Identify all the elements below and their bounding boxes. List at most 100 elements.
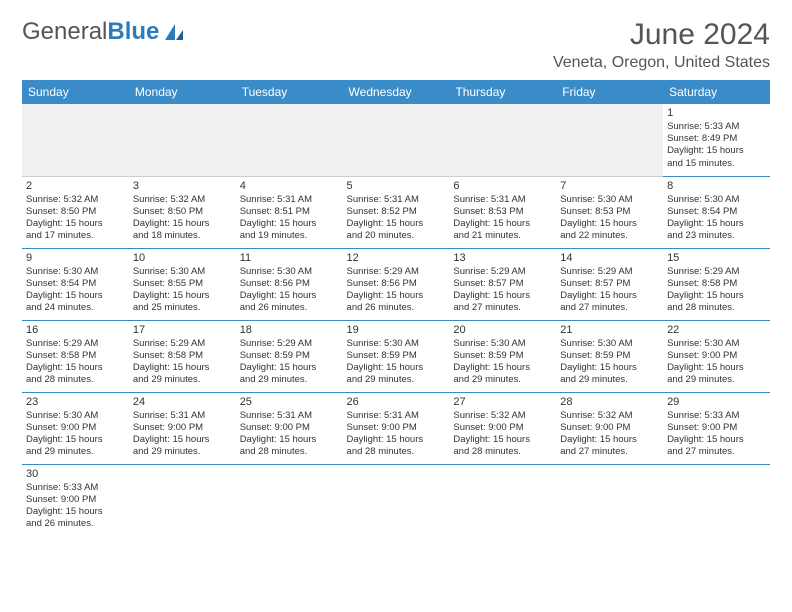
day-day1: Daylight: 15 hours xyxy=(240,290,339,302)
day-day1: Daylight: 15 hours xyxy=(133,362,232,374)
day-day1: Daylight: 15 hours xyxy=(667,145,766,157)
day-cell xyxy=(236,104,343,176)
day-day2: and 26 minutes. xyxy=(26,518,125,530)
day-cell xyxy=(129,104,236,176)
day-cell: 23Sunrise: 5:30 AMSunset: 9:00 PMDayligh… xyxy=(22,392,129,464)
day-sunrise: Sunrise: 5:31 AM xyxy=(240,410,339,422)
day-sunrise: Sunrise: 5:29 AM xyxy=(667,266,766,278)
day-day2: and 28 minutes. xyxy=(453,446,552,458)
day-day1: Daylight: 15 hours xyxy=(347,362,446,374)
day-number: 3 xyxy=(133,179,232,193)
day-sunrise: Sunrise: 5:32 AM xyxy=(133,194,232,206)
day-cell: 8Sunrise: 5:30 AMSunset: 8:54 PMDaylight… xyxy=(663,176,770,248)
day-day2: and 24 minutes. xyxy=(26,302,125,314)
day-number: 5 xyxy=(347,179,446,193)
day-cell: 2Sunrise: 5:32 AMSunset: 8:50 PMDaylight… xyxy=(22,176,129,248)
week-row: 9Sunrise: 5:30 AMSunset: 8:54 PMDaylight… xyxy=(22,248,770,320)
day-day2: and 23 minutes. xyxy=(667,230,766,242)
weekday-header: Sunday xyxy=(22,80,129,104)
day-cell: 15Sunrise: 5:29 AMSunset: 8:58 PMDayligh… xyxy=(663,248,770,320)
day-cell xyxy=(556,104,663,176)
day-day1: Daylight: 15 hours xyxy=(560,434,659,446)
day-day2: and 27 minutes. xyxy=(453,302,552,314)
day-day1: Daylight: 15 hours xyxy=(453,290,552,302)
day-day2: and 15 minutes. xyxy=(667,158,766,170)
day-day1: Daylight: 15 hours xyxy=(26,506,125,518)
day-number: 1 xyxy=(667,106,766,120)
weekday-header: Thursday xyxy=(449,80,556,104)
day-number: 22 xyxy=(667,323,766,337)
day-day2: and 19 minutes. xyxy=(240,230,339,242)
day-number: 19 xyxy=(347,323,446,337)
day-cell: 10Sunrise: 5:30 AMSunset: 8:55 PMDayligh… xyxy=(129,248,236,320)
day-number: 4 xyxy=(240,179,339,193)
day-day1: Daylight: 15 hours xyxy=(240,434,339,446)
day-cell xyxy=(449,104,556,176)
day-number: 14 xyxy=(560,251,659,265)
day-sunset: Sunset: 8:58 PM xyxy=(667,278,766,290)
day-day2: and 28 minutes. xyxy=(240,446,339,458)
day-cell: 19Sunrise: 5:30 AMSunset: 8:59 PMDayligh… xyxy=(343,320,450,392)
day-day1: Daylight: 15 hours xyxy=(453,434,552,446)
day-number: 25 xyxy=(240,395,339,409)
day-sunset: Sunset: 9:00 PM xyxy=(26,494,125,506)
day-day2: and 29 minutes. xyxy=(453,374,552,386)
day-cell xyxy=(449,464,556,536)
day-number: 10 xyxy=(133,251,232,265)
weekday-header-row: Sunday Monday Tuesday Wednesday Thursday… xyxy=(22,80,770,104)
day-day1: Daylight: 15 hours xyxy=(240,218,339,230)
day-sunset: Sunset: 8:51 PM xyxy=(240,206,339,218)
day-day1: Daylight: 15 hours xyxy=(26,218,125,230)
day-day2: and 20 minutes. xyxy=(347,230,446,242)
day-sunset: Sunset: 9:00 PM xyxy=(26,422,125,434)
day-day2: and 27 minutes. xyxy=(560,446,659,458)
day-number: 23 xyxy=(26,395,125,409)
day-day1: Daylight: 15 hours xyxy=(560,290,659,302)
day-day2: and 29 minutes. xyxy=(26,446,125,458)
day-number: 16 xyxy=(26,323,125,337)
day-day2: and 29 minutes. xyxy=(240,374,339,386)
week-row: 16Sunrise: 5:29 AMSunset: 8:58 PMDayligh… xyxy=(22,320,770,392)
day-day2: and 27 minutes. xyxy=(560,302,659,314)
day-sunrise: Sunrise: 5:30 AM xyxy=(667,338,766,350)
day-sunrise: Sunrise: 5:31 AM xyxy=(347,410,446,422)
day-sunrise: Sunrise: 5:30 AM xyxy=(240,266,339,278)
logo-sail-icon xyxy=(163,22,185,42)
weekday-header: Saturday xyxy=(663,80,770,104)
day-number: 17 xyxy=(133,323,232,337)
day-cell: 22Sunrise: 5:30 AMSunset: 9:00 PMDayligh… xyxy=(663,320,770,392)
day-day2: and 18 minutes. xyxy=(133,230,232,242)
week-row: 30Sunrise: 5:33 AMSunset: 9:00 PMDayligh… xyxy=(22,464,770,536)
day-sunset: Sunset: 9:00 PM xyxy=(667,422,766,434)
day-cell: 3Sunrise: 5:32 AMSunset: 8:50 PMDaylight… xyxy=(129,176,236,248)
logo-text-2: Blue xyxy=(107,18,159,46)
day-sunset: Sunset: 8:59 PM xyxy=(560,350,659,362)
day-day1: Daylight: 15 hours xyxy=(347,218,446,230)
day-sunrise: Sunrise: 5:29 AM xyxy=(347,266,446,278)
day-sunrise: Sunrise: 5:29 AM xyxy=(133,338,232,350)
day-cell: 30Sunrise: 5:33 AMSunset: 9:00 PMDayligh… xyxy=(22,464,129,536)
weekday-header: Monday xyxy=(129,80,236,104)
day-day1: Daylight: 15 hours xyxy=(133,290,232,302)
day-number: 30 xyxy=(26,467,125,481)
day-sunset: Sunset: 9:00 PM xyxy=(133,422,232,434)
day-cell: 17Sunrise: 5:29 AMSunset: 8:58 PMDayligh… xyxy=(129,320,236,392)
day-cell: 1Sunrise: 5:33 AMSunset: 8:49 PMDaylight… xyxy=(663,104,770,176)
day-day1: Daylight: 15 hours xyxy=(26,434,125,446)
day-number: 9 xyxy=(26,251,125,265)
day-cell: 29Sunrise: 5:33 AMSunset: 9:00 PMDayligh… xyxy=(663,392,770,464)
day-sunset: Sunset: 8:57 PM xyxy=(560,278,659,290)
day-number: 24 xyxy=(133,395,232,409)
day-sunset: Sunset: 8:53 PM xyxy=(560,206,659,218)
day-day2: and 28 minutes. xyxy=(667,302,766,314)
week-row: 1Sunrise: 5:33 AMSunset: 8:49 PMDaylight… xyxy=(22,104,770,176)
day-sunrise: Sunrise: 5:30 AM xyxy=(26,410,125,422)
day-sunrise: Sunrise: 5:31 AM xyxy=(133,410,232,422)
day-sunset: Sunset: 8:50 PM xyxy=(133,206,232,218)
day-sunrise: Sunrise: 5:31 AM xyxy=(240,194,339,206)
day-cell: 25Sunrise: 5:31 AMSunset: 9:00 PMDayligh… xyxy=(236,392,343,464)
day-number: 15 xyxy=(667,251,766,265)
day-sunset: Sunset: 8:56 PM xyxy=(240,278,339,290)
day-sunrise: Sunrise: 5:29 AM xyxy=(560,266,659,278)
day-number: 8 xyxy=(667,179,766,193)
